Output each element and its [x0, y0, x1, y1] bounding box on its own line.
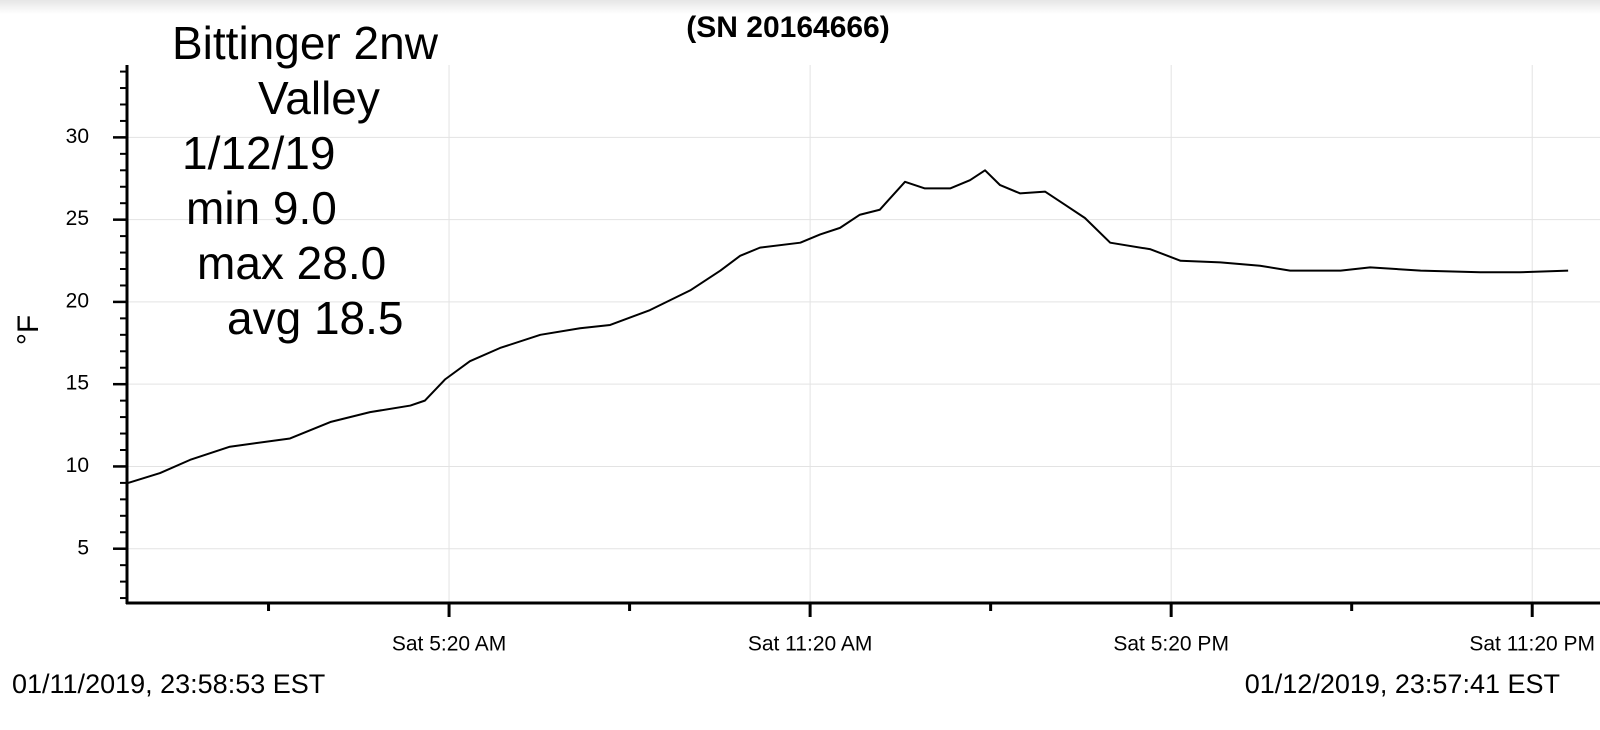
x-tick-label: Sat 11:20 PM	[1469, 633, 1595, 656]
annotation: Bittinger 2nw	[172, 17, 439, 69]
y-tick-label: 15	[66, 372, 89, 395]
end-time: 01/12/2019, 23:57:41 EST	[1245, 669, 1560, 699]
start-time: 01/11/2019, 23:58:53 EST	[12, 669, 325, 699]
y-tick-label: 5	[77, 536, 89, 559]
y-tick-label: 10	[66, 454, 89, 477]
plot-area	[127, 169, 1569, 484]
chart-title: (SN 20164666)	[686, 11, 889, 44]
x-tick-label: Sat 11:20 AM	[748, 633, 873, 656]
top-shade	[0, 0, 1600, 14]
y-tick-label: 25	[66, 207, 89, 230]
annotation: Valley	[258, 72, 380, 124]
annotation: 1/12/19	[182, 127, 335, 179]
annotation: avg 18.5	[227, 292, 403, 344]
y-tick-label: 20	[66, 289, 89, 312]
annotation: max 28.0	[197, 237, 386, 289]
y-tick-label: 30	[66, 125, 89, 148]
line	[127, 169, 1569, 484]
annotation: min 9.0	[186, 182, 337, 234]
x-tick-label: Sat 5:20 AM	[392, 633, 506, 656]
y-axis-label: °F	[12, 315, 45, 345]
x-tick-label: Sat 5:20 PM	[1113, 633, 1229, 656]
